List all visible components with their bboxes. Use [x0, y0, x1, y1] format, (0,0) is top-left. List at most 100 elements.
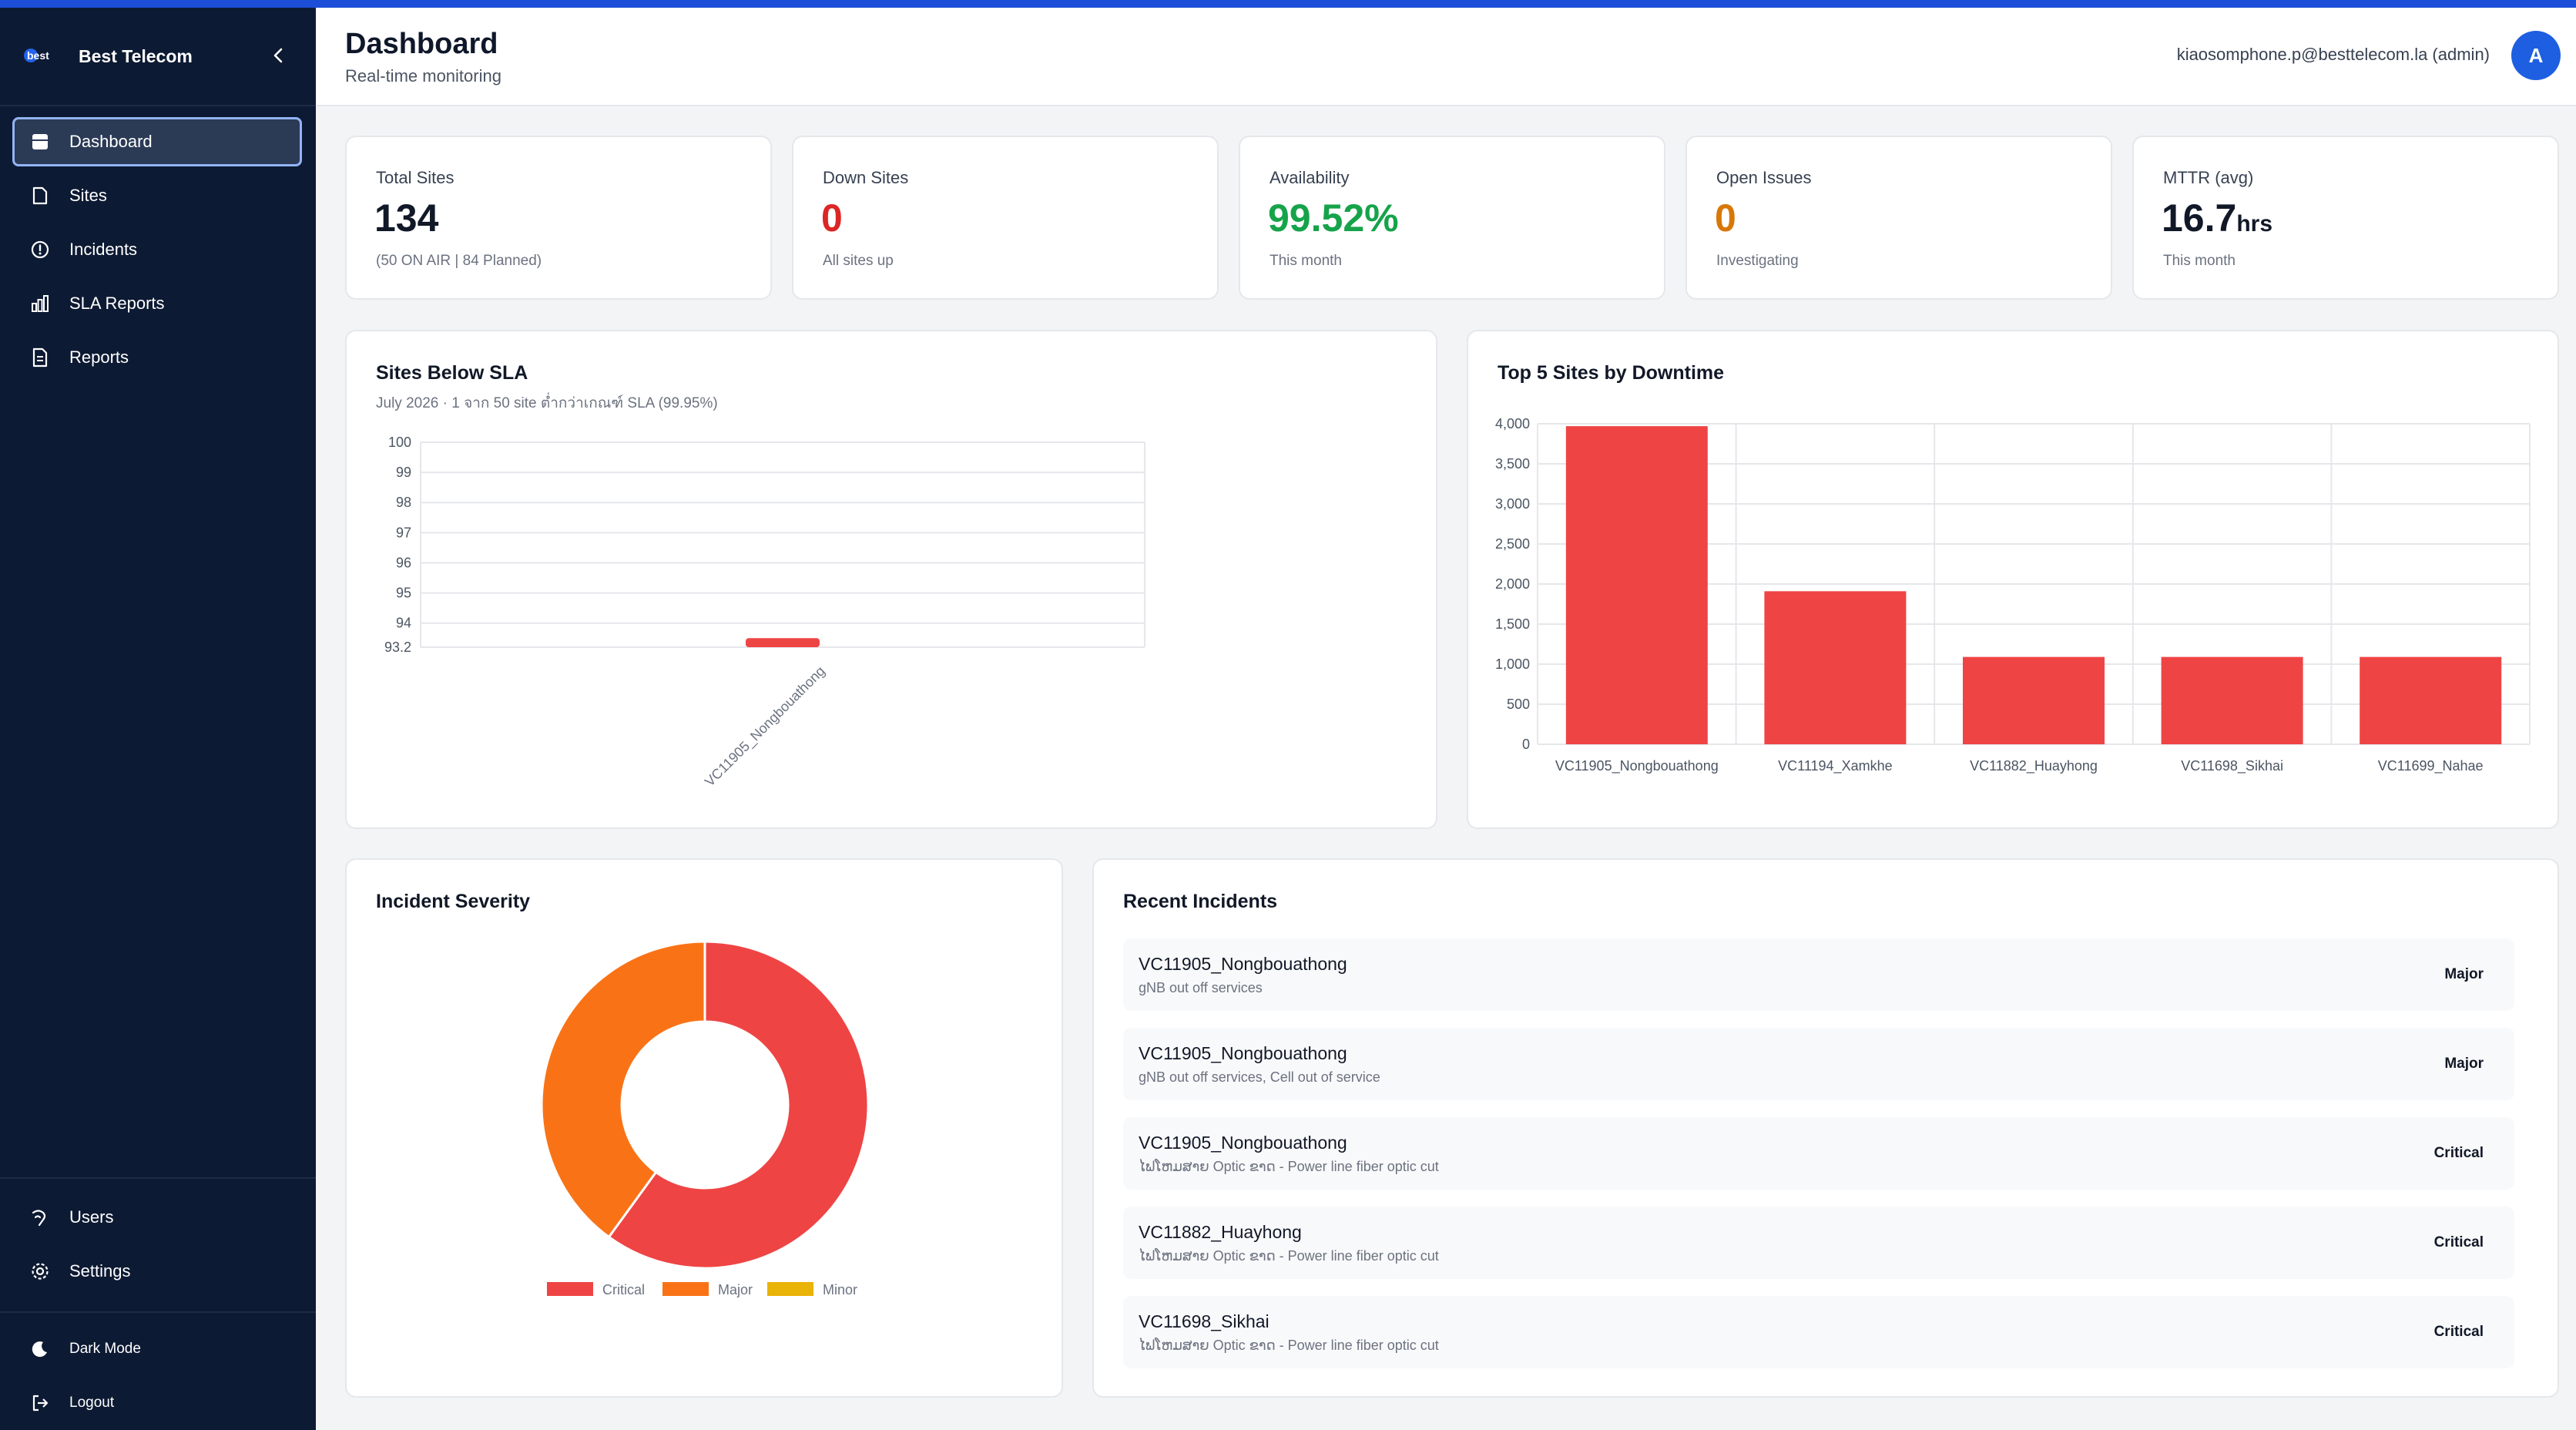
sidebar-divider	[0, 1311, 316, 1313]
dashboard-icon	[32, 134, 48, 149]
severity-donut-chart: Critical Major Minor	[540, 940, 870, 1297]
sidebar-divider	[0, 1177, 316, 1179]
stat-sub: (50 ON AIR | 84 Planned)	[376, 253, 542, 269]
document-icon	[32, 347, 48, 368]
sidebar-nav: Dashboard Sites Incidents SLA Reports Re…	[12, 117, 302, 387]
legend-swatch	[662, 1282, 709, 1296]
legend-swatch	[547, 1282, 593, 1296]
stat-sub: This month	[2163, 253, 2236, 269]
incident-description: ໄຟໂຫມສາຍ Optic ຂາດ - Power line fiber op…	[1139, 1338, 1439, 1353]
y-tick-label: 500	[1507, 697, 1530, 712]
top5-downtime-panel: Top 5 Sites by Downtime 0 500 1,000 1,500 2,…	[1467, 330, 2559, 829]
stat-value: 0	[1715, 196, 1736, 240]
stat-label: MTTR (avg)	[2163, 168, 2254, 187]
brand-header: best Best Telecom	[0, 8, 316, 106]
panel-title: Sites Below SLA	[376, 362, 528, 384]
legend-label: Major	[718, 1282, 753, 1297]
y-tick-label: 97	[396, 525, 411, 540]
stat-card-availability: Availability 99.52% This month	[1239, 136, 1665, 300]
x-tick-label: VC11882_Huayhong	[1970, 758, 2098, 774]
stat-card-down-sites: Down Sites 0 All sites up	[792, 136, 1219, 300]
sidebar-item-label: Reports	[69, 347, 129, 367]
sidebar: best Best Telecom Dashboard Sites Incide…	[0, 0, 316, 1430]
sidebar-item-settings[interactable]: Settings	[12, 1247, 302, 1296]
recent-incidents-panel: Recent Incidents VC11905_Nongbouathong g…	[1092, 858, 2559, 1398]
bar	[1764, 591, 1907, 744]
incident-row[interactable]: VC11905_Nongbouathong ໄຟໂຫມສາຍ Optic ຂາດ…	[1123, 1117, 2514, 1190]
stat-card-total-sites: Total Sites 134 (50 ON AIR | 84 Planned)	[345, 136, 772, 300]
y-tick-label: 3,000	[1495, 496, 1530, 512]
sidebar-item-incidents[interactable]: Incidents	[12, 225, 302, 274]
bar	[746, 638, 820, 647]
x-tick-label: VC11194_Xamkhe	[1778, 758, 1892, 774]
incident-site: VC11882_Huayhong	[1139, 1222, 1302, 1242]
y-tick-label: 2,500	[1495, 536, 1530, 552]
x-tick-label: VC11698_Sikhai	[2181, 758, 2283, 774]
top5-bar-chart: 0 500 1,000 1,500 2,000 2,500 3,000 3,500 4,000 V…	[1495, 416, 2531, 774]
y-tick-label: 93.2	[384, 639, 411, 655]
bar	[2360, 656, 2502, 744]
incident-row[interactable]: VC11882_Huayhong ໄຟໂຫມສາຍ Optic ຂາດ - Po…	[1123, 1207, 2514, 1279]
panel-title: Incident Severity	[376, 891, 531, 912]
sidebar-item-dashboard[interactable]: Dashboard	[12, 117, 302, 166]
bar	[1963, 656, 2105, 744]
logout-button[interactable]: Logout	[12, 1379, 302, 1427]
y-tick-label: 96	[396, 555, 411, 570]
user-email: kiaosomphone.p@besttelecom.la (admin)	[2176, 45, 2490, 64]
incident-description: ໄຟໂຫມສາຍ Optic ຂາດ - Power line fiber op…	[1139, 1159, 1439, 1174]
page-header: Dashboard Real-time monitoring kiaosomph…	[316, 8, 2576, 106]
x-tick-label: VC11699_Nahae	[2378, 758, 2484, 774]
sidebar-item-label: Users	[69, 1207, 114, 1227]
page-subtitle: Real-time monitoring	[345, 66, 501, 86]
y-tick-label: 1,000	[1495, 656, 1530, 672]
y-tick-label: 3,500	[1495, 456, 1530, 472]
stat-sub: This month	[1270, 253, 1342, 269]
x-tick-label: VC11905_Nongbouathong	[702, 663, 829, 791]
incident-row[interactable]: VC11905_Nongbouathong gNB out off servic…	[1123, 938, 2514, 1011]
panel-title: Top 5 Sites by Downtime	[1498, 362, 1725, 384]
stat-label: Availability	[1270, 168, 1350, 187]
page-title: Dashboard	[345, 28, 498, 60]
stat-label: Open Issues	[1716, 168, 1812, 187]
sidebar-item-users[interactable]: Users	[12, 1193, 302, 1242]
bar	[1565, 426, 1708, 744]
incident-severity: Critical	[2433, 1145, 2484, 1161]
sla-bar-chart: 93.2 94 95 96 97 98 99 100 VC11905_Nongbouathong	[384, 435, 1145, 791]
x-tick-label: VC11905_Nongbouathong	[1555, 758, 1719, 774]
stat-sub: Investigating	[1716, 253, 1799, 269]
sidebar-utility: Dark Mode Logout	[12, 1325, 302, 1430]
logout-label: Logout	[69, 1395, 115, 1411]
y-tick-label: 4,000	[1495, 416, 1530, 431]
brand-logo: best	[24, 49, 49, 62]
sidebar-item-reports[interactable]: Reports	[12, 333, 302, 382]
collapse-sidebar-icon[interactable]	[265, 42, 293, 69]
legend-label: Minor	[823, 1282, 857, 1297]
dark-mode-label: Dark Mode	[69, 1341, 141, 1357]
sidebar-item-label: Dashboard	[69, 132, 153, 151]
svg-text:best: best	[27, 49, 49, 62]
incident-description: gNB out off services, Cell out of servic…	[1139, 1069, 1380, 1085]
file-icon	[32, 186, 48, 205]
gear-icon	[32, 1263, 49, 1280]
incident-severity: Critical	[2433, 1324, 2484, 1340]
stat-sub: All sites up	[823, 253, 894, 269]
y-tick-label: 1,500	[1495, 616, 1530, 632]
incident-site: VC11905_Nongbouathong	[1139, 1133, 1347, 1153]
incident-row[interactable]: VC11698_Sikhai ໄຟໂຫມສາຍ Optic ຂາດ - Powe…	[1123, 1296, 2514, 1368]
stat-value: 134	[374, 196, 439, 240]
donut-slice	[607, 940, 870, 1270]
avatar[interactable]: A	[2511, 31, 2561, 80]
sidebar-item-sla-reports[interactable]: SLA Reports	[12, 279, 302, 328]
y-tick-label: 0	[1522, 737, 1530, 752]
incident-row[interactable]: VC11905_Nongbouathong gNB out off servic…	[1123, 1028, 2514, 1100]
dark-mode-toggle[interactable]: Dark Mode	[12, 1325, 302, 1373]
sidebar-item-sites[interactable]: Sites	[12, 171, 302, 220]
sidebar-item-label: Incidents	[69, 240, 138, 259]
panel-title: Recent Incidents	[1123, 891, 1278, 912]
incident-severity: Critical	[2433, 1234, 2484, 1250]
legend-label: Critical	[602, 1282, 645, 1297]
stat-label: Total Sites	[376, 168, 454, 187]
sidebar-item-label: SLA Reports	[69, 294, 165, 313]
y-tick-label: 94	[396, 616, 411, 631]
logout-icon	[32, 1395, 49, 1412]
